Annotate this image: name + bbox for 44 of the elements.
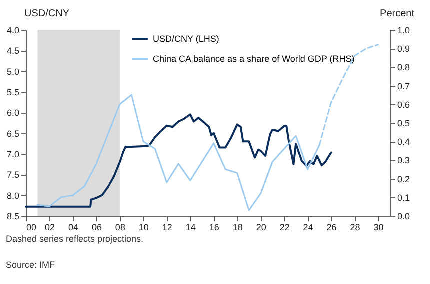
x-tick-label: 08 [115,222,126,232]
x-tick-label: 26 [326,222,337,232]
x-tick-label: 02 [44,222,55,232]
y-tick-label: 5.0 [6,66,20,77]
y-tick-label: 6.0 [6,108,20,118]
y2-tick-label: 0.4 [398,137,410,148]
y2-tick-label: 0.7 [398,81,410,92]
x-tick-label: 18 [232,222,243,232]
x-tick-label: 04 [68,222,78,232]
y2-tick-label: 0.0 [398,212,410,222]
x-tick-label: 00 [26,222,37,232]
x-tick-label: 10 [138,222,149,232]
y2-axis-title: Percent [380,8,415,20]
y-tick-label: 7.0 [6,150,20,160]
y2-tick-label: 0.9 [398,44,410,54]
y-tick-label: 5.5 [6,88,20,98]
x-tick-label: 30 [374,222,384,232]
x-tick-label: 12 [162,222,172,232]
y2-tick-label: 0.1 [398,192,410,203]
y2-tick-label: 0.5 [398,118,410,128]
y2-tick-label: 1.0 [398,26,410,36]
y-tick-label: 4.5 [6,46,20,56]
x-tick-label: 20 [256,222,266,232]
x-tick-label: 06 [92,222,102,232]
x-tick-label: 16 [209,222,220,232]
line-series [25,114,332,208]
y-axis-title: USD/CNY [24,8,70,20]
y2-tick-label: 0.8 [398,62,410,73]
y2-tick-label: 0.3 [398,156,410,166]
y-tick-label: 7.5 [6,170,20,180]
source-note: Source: IMF [6,260,56,270]
y-tick-label: 6.5 [6,128,20,139]
x-tick-label: 22 [280,222,290,232]
legend-label: USD/CNY (LHS) [153,34,220,44]
x-tick-label: 28 [350,222,360,232]
y-tick-label: 4.0 [6,26,20,36]
y-tick-label: 8.5 [6,212,20,222]
x-tick-label: 24 [303,222,314,232]
text: Dashed series reflects projections. [6,234,145,244]
y-tick-label: 8.0 [6,190,20,201]
y2-tick-label: 0.2 [398,174,410,184]
x-tick-label: 14 [186,222,196,232]
y2-tick-label: 0.6 [398,100,410,110]
legend-label: China CA balance as a share of World GDP (RHS) [153,54,355,64]
